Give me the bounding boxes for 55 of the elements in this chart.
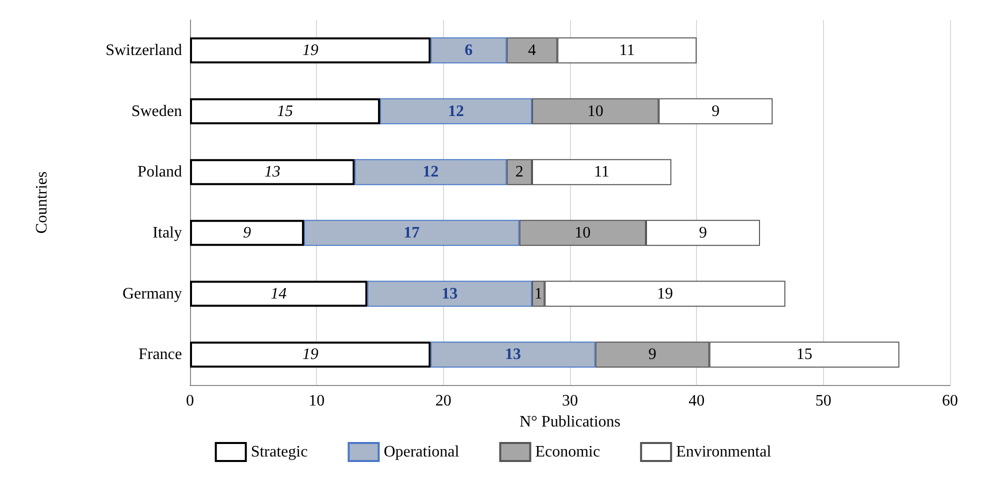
data-label: 17 xyxy=(404,224,420,242)
x-axis-title: N° Publications xyxy=(519,413,621,430)
bar xyxy=(380,98,532,124)
x-tick-label: 30 xyxy=(562,392,578,410)
data-label: 15 xyxy=(796,346,812,364)
bar xyxy=(190,280,368,307)
y-tick-label: Poland xyxy=(138,164,182,181)
data-label: 12 xyxy=(448,102,464,120)
data-label: 10 xyxy=(574,224,591,242)
legend-label: Operational xyxy=(384,444,460,460)
bar xyxy=(190,98,380,124)
data-label: 12 xyxy=(422,164,439,181)
x-tick-label: 40 xyxy=(688,392,705,410)
x-tick-label: 10 xyxy=(308,392,325,410)
bar xyxy=(367,280,532,307)
bar xyxy=(430,342,596,368)
bar xyxy=(190,159,355,186)
y-tick-label: Switzerland xyxy=(106,42,182,59)
data-label: 13 xyxy=(505,346,521,364)
bar xyxy=(190,37,431,64)
y-tick-label: Sweden xyxy=(131,102,182,120)
x-tick-label: 60 xyxy=(942,392,958,410)
data-label: 4 xyxy=(528,42,536,59)
y-tick-label: Italy xyxy=(152,224,182,242)
y-axis-title: Countries xyxy=(34,171,50,234)
data-label: 1 xyxy=(534,285,542,302)
bar xyxy=(354,159,507,186)
data-label: 2 xyxy=(515,164,524,181)
data-label: 11 xyxy=(619,42,635,59)
legend-label: Environmental xyxy=(676,444,772,460)
data-label: 11 xyxy=(594,164,610,181)
y-tick-label: Germany xyxy=(122,285,182,302)
legend-label: Strategic xyxy=(250,444,308,460)
data-label: 9 xyxy=(243,224,251,242)
bar xyxy=(430,37,507,64)
data-label: 10 xyxy=(587,102,604,120)
y-tick-label: France xyxy=(138,346,182,364)
data-label: 13 xyxy=(442,285,458,302)
data-label: 9 xyxy=(699,224,707,242)
data-label: 13 xyxy=(264,164,280,181)
data-label: 6 xyxy=(464,42,473,59)
data-label: 19 xyxy=(302,346,318,364)
x-tick-label: 0 xyxy=(186,392,194,410)
bar xyxy=(304,220,520,246)
legend-label: Economic xyxy=(535,444,600,460)
bar xyxy=(190,342,431,368)
data-label: 14 xyxy=(270,285,287,302)
data-label: 19 xyxy=(302,42,318,59)
x-tick-label: 20 xyxy=(435,392,452,410)
bar xyxy=(190,220,304,246)
data-label: 9 xyxy=(648,346,656,364)
data-label: 9 xyxy=(712,102,720,120)
x-tick-label: 50 xyxy=(815,392,832,410)
data-label: 19 xyxy=(657,285,673,302)
data-label: 15 xyxy=(277,102,293,120)
